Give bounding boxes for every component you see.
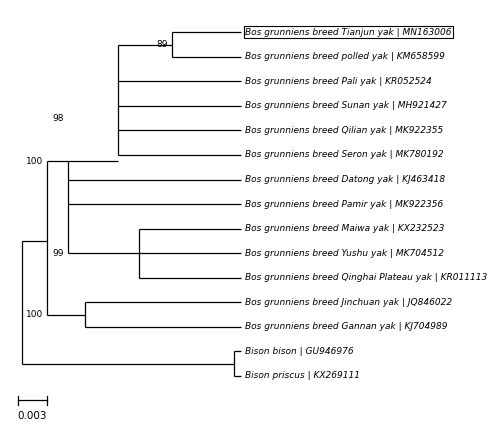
Text: Bison priscus | KX269111: Bison priscus | KX269111: [245, 371, 360, 380]
Text: Bos grunniens breed Tianjun yak | MN163006: Bos grunniens breed Tianjun yak | MN1630…: [245, 28, 452, 37]
Text: Bos grunniens breed Qinghai Plateau yak | KR011113: Bos grunniens breed Qinghai Plateau yak …: [245, 273, 488, 282]
Text: Bos grunniens breed Maiwa yak | KX232523: Bos grunniens breed Maiwa yak | KX232523: [245, 224, 444, 233]
Text: Bos grunniens breed Qilian yak | MK922355: Bos grunniens breed Qilian yak | MK92235…: [245, 126, 444, 135]
Text: Bos grunniens breed Seron yak | MK780192: Bos grunniens breed Seron yak | MK780192: [245, 150, 444, 159]
Text: Bos grunniens breed Yushu yak | MK704512: Bos grunniens breed Yushu yak | MK704512: [245, 249, 444, 258]
Text: Bos grunniens breed Sunan yak | MH921427: Bos grunniens breed Sunan yak | MH921427: [245, 102, 447, 111]
Text: 100: 100: [26, 310, 43, 319]
Text: Bos grunniens breed Jinchuan yak | JQ846022: Bos grunniens breed Jinchuan yak | JQ846…: [245, 298, 452, 307]
Text: Bos grunniens breed polled yak | KM658599: Bos grunniens breed polled yak | KM65859…: [245, 52, 445, 61]
Text: Bison bison | GU946976: Bison bison | GU946976: [245, 347, 354, 356]
Text: Bos grunniens breed Datong yak | KJ463418: Bos grunniens breed Datong yak | KJ46341…: [245, 175, 445, 184]
Text: 0.003: 0.003: [18, 411, 48, 422]
Text: 100: 100: [26, 156, 43, 166]
Text: 99: 99: [53, 249, 64, 258]
Text: Bos grunniens breed Pamir yak | MK922356: Bos grunniens breed Pamir yak | MK922356: [245, 200, 444, 209]
Text: Bos grunniens breed Pali yak | KR052524: Bos grunniens breed Pali yak | KR052524: [245, 77, 432, 86]
Text: 98: 98: [53, 113, 64, 123]
Text: Bos grunniens breed Gannan yak | KJ704989: Bos grunniens breed Gannan yak | KJ70498…: [245, 322, 448, 331]
Text: 89: 89: [156, 40, 168, 49]
